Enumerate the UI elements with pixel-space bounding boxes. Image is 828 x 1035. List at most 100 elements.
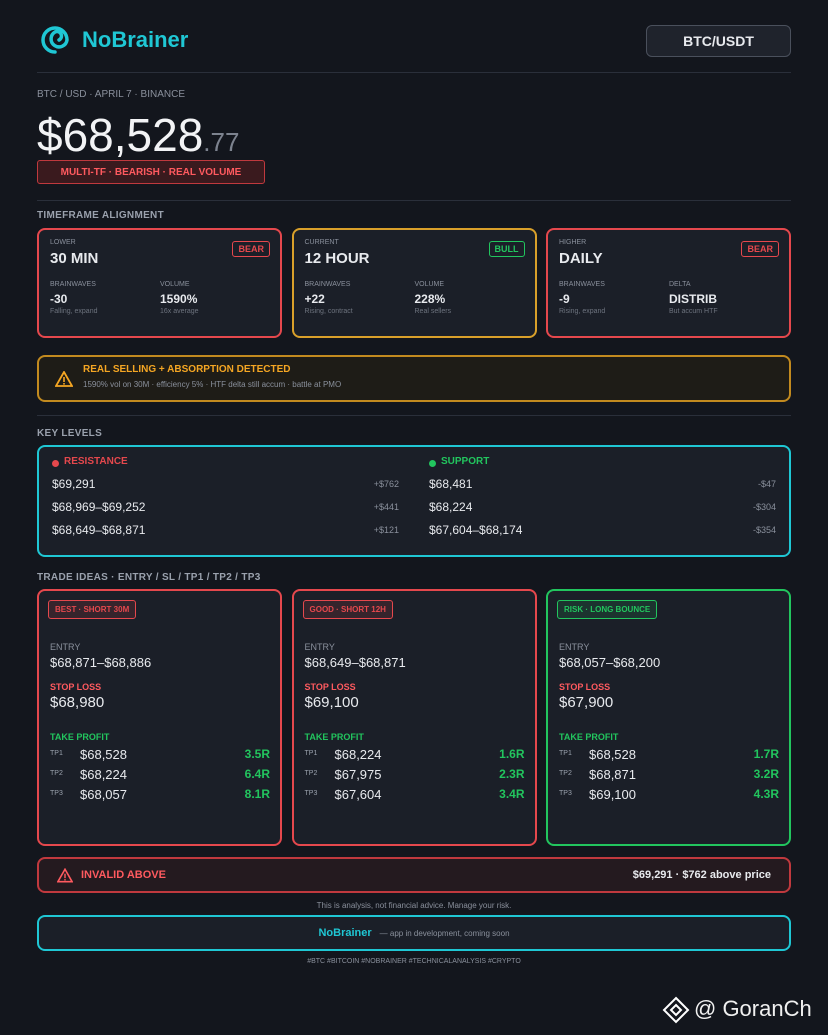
section-title: TRADE IDEAS · ENTRY / SL / TP1 / TP2 / T…: [37, 572, 261, 583]
stat-label: BRAINWAVES: [559, 281, 605, 288]
tp-price: $68,871: [589, 767, 636, 782]
entry: $68,649–$68,871: [304, 655, 406, 670]
tp-r: 3.4R: [499, 787, 525, 801]
tp-price: $68,528: [589, 747, 636, 762]
tp-name: TP2: [50, 770, 63, 777]
level-title: RESISTANCE: [64, 456, 128, 467]
entry-label: ENTRY: [50, 642, 81, 652]
tp-price: $67,604: [334, 787, 382, 802]
tp-r: 3.2R: [753, 767, 779, 781]
entry: $68,057–$68,200: [559, 655, 661, 670]
level-dot: [52, 460, 59, 467]
stop-loss: $67,900: [559, 694, 614, 711]
stat-value: DISTRIB: [669, 292, 717, 306]
tp-name: TP2: [559, 770, 572, 777]
tp-r: 8.1R: [244, 787, 270, 801]
card-badge: BEAR: [232, 241, 270, 257]
stat-note: Rising, contract: [304, 308, 353, 315]
trade-badge: BEST · SHORT 30M: [48, 600, 137, 619]
entry: $68,871–$68,886: [50, 655, 152, 670]
sl-label: STOP LOSS: [559, 682, 611, 692]
logo-icon: [41, 26, 69, 54]
section-title: TIMEFRAME ALIGNMENT: [37, 210, 164, 221]
trade-card: RISK · LONG BOUNCE ENTRY $68,057–$68,200 ST…: [546, 589, 791, 846]
stop-loss: $69,100: [304, 694, 359, 711]
alert-title: REAL SELLING + ABSORPTION DETECTED: [83, 364, 291, 375]
footer-brand: NoBrainer: [318, 927, 372, 939]
stat-label: BRAINWAVES: [304, 281, 351, 288]
entry-label: ENTRY: [304, 642, 335, 652]
divider: [37, 200, 791, 201]
card-name: 12 HOUR: [304, 250, 370, 267]
invalid-label: INVALID ABOVE: [81, 869, 166, 881]
stat-value: -9: [559, 292, 570, 306]
tag: MULTI-TF · BEARISH · REAL VOLUME: [37, 160, 265, 184]
card-name: DAILY: [559, 250, 603, 267]
timeframe-card: LOWER 30 MIN BEAR BRAINWAVES -30 Falling, exp…: [37, 228, 282, 338]
stat-label: VOLUME: [160, 281, 190, 288]
card-label: CURRENT: [304, 239, 339, 246]
sl-label: STOP LOSS: [304, 682, 356, 692]
tp-r: 1.6R: [499, 747, 525, 761]
tp-label: TAKE PROFIT: [304, 732, 364, 742]
stat-label: DELTA: [669, 281, 691, 288]
tp-price: $68,224: [80, 767, 127, 782]
entry-label: ENTRY: [559, 642, 590, 652]
disclaimer: This is analysis, not financial advice. …: [316, 901, 512, 910]
tp-name: TP3: [559, 790, 572, 797]
trade-badge: GOOD · SHORT 12H: [302, 600, 393, 619]
trade-card: GOOD · SHORT 12H ENTRY $68,649–$68,871 STOP…: [291, 589, 537, 846]
tp-r: 3.5R: [244, 747, 270, 761]
level-price: $67,604–$68,174: [429, 523, 523, 537]
meta: BTC / USD · APRIL 7 · BINANCE: [37, 89, 185, 100]
level-delta: +$441: [373, 502, 399, 512]
level-delta: +$121: [373, 525, 399, 535]
level-price: $68,481: [429, 477, 473, 491]
stat-label: BRAINWAVES: [50, 281, 96, 288]
card-label: LOWER: [50, 239, 76, 246]
stop-loss: $68,980: [50, 694, 105, 711]
tp-r: 4.3R: [753, 787, 779, 801]
warning-icon: [55, 371, 73, 387]
level-price: $68,649–$68,871: [52, 523, 146, 537]
timeframe-card: CURRENT 12 HOUR BULL BRAINWAVES +22 Rising, c…: [291, 228, 537, 338]
level-price: $69,291: [52, 477, 96, 491]
section-title: KEY LEVELS: [37, 428, 103, 439]
trade-badge: RISK · LONG BOUNCE: [557, 600, 658, 619]
price-cents: .77: [203, 127, 240, 157]
level-price: $68,224: [429, 500, 473, 514]
invalid-text: $69,291 · $762 above price: [632, 869, 771, 881]
stat-label: VOLUME: [414, 281, 445, 288]
tp-name: TP3: [50, 790, 63, 797]
watermark: @ GoranCh: [694, 996, 812, 1021]
stat-value: +22: [304, 292, 325, 306]
stat-note: Rising, expand: [559, 308, 606, 315]
tp-name: TP1: [559, 750, 572, 757]
tp-label: TAKE PROFIT: [50, 732, 110, 742]
card-badge: BEAR: [741, 241, 779, 257]
trade-card: BEST · SHORT 30M ENTRY $68,871–$68,886 STOP…: [37, 589, 282, 846]
stat-note: Falling, expand: [50, 308, 98, 315]
alert-text: 1590% vol on 30M · efficiency 5% · HTF d…: [83, 380, 342, 389]
sl-label: STOP LOSS: [50, 682, 102, 692]
invalid-bar: INVALID ABOVE $69,291 · $762 above price: [37, 857, 791, 893]
stat-value: 228%: [414, 292, 446, 306]
stat-note: But accum HTF: [669, 308, 718, 315]
stat-value: 1590%: [160, 292, 198, 306]
tp-name: TP1: [304, 750, 318, 757]
level-delta: -$354: [752, 525, 776, 535]
tp-name: TP2: [304, 770, 318, 777]
stat-value: -30: [50, 292, 68, 306]
price-main: $68,528: [37, 109, 204, 161]
card-name: 30 MIN: [50, 250, 99, 267]
pair-button[interactable]: BTC/USDT: [646, 25, 791, 57]
tp-r: 2.3R: [499, 767, 525, 781]
tp-label: TAKE PROFIT: [559, 732, 619, 742]
tp-price: $68,528: [80, 747, 127, 762]
key-levels: RESISTANCE $69,291 +$762 $68,969–$69,252 +$4…: [37, 445, 791, 557]
level-dot: [429, 460, 436, 467]
tp-name: TP1: [50, 750, 63, 757]
level-delta: -$304: [752, 502, 776, 512]
level-delta: +$762: [373, 479, 399, 489]
